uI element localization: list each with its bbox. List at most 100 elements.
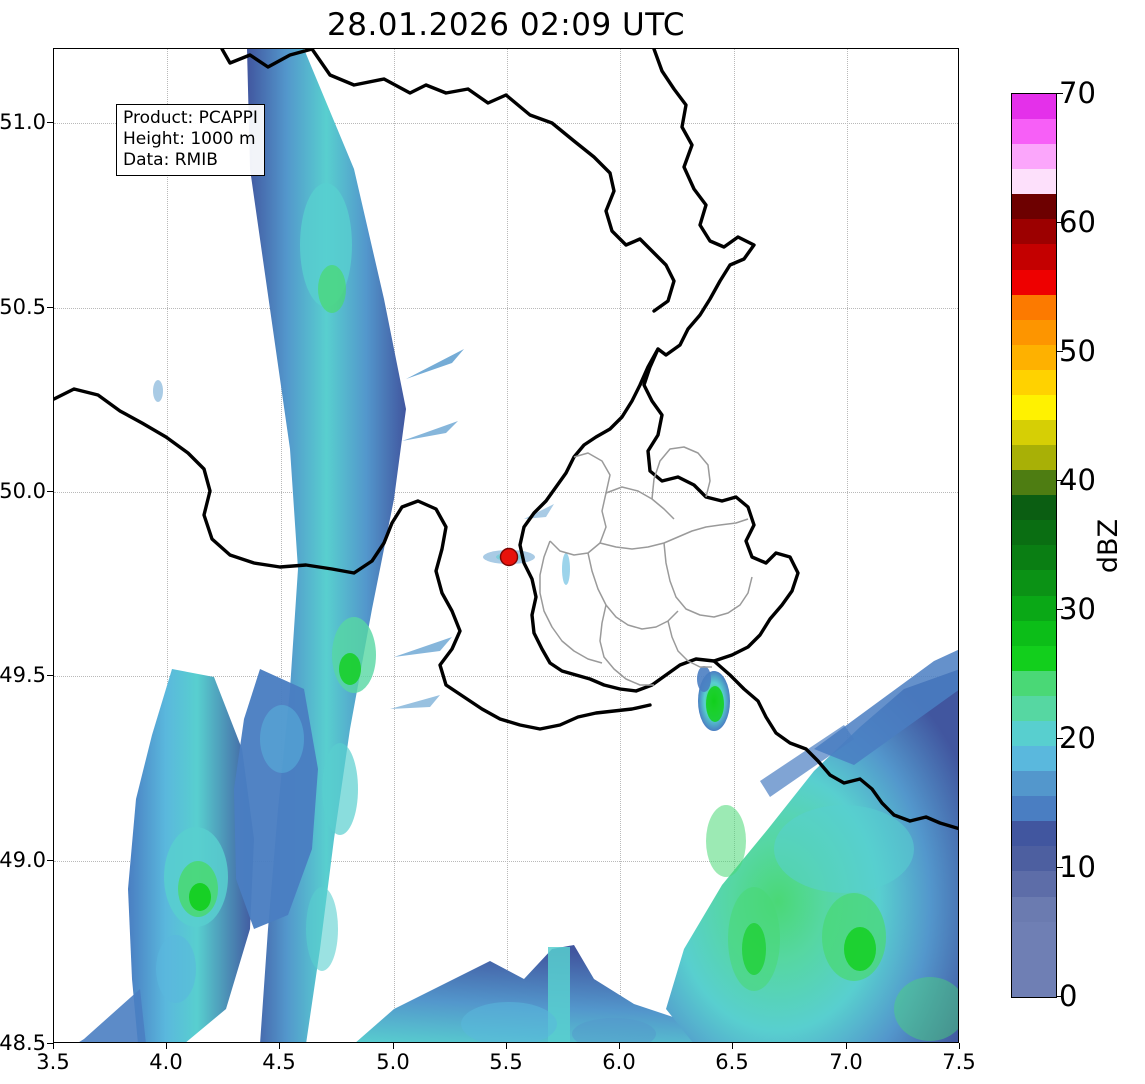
xtick-label-8: 7.5	[942, 1050, 976, 1074]
cbar-tick-label-2: 50	[1059, 334, 1096, 368]
colorbar-band-34	[1012, 946, 1056, 972]
xtickmark-7.0	[846, 1043, 847, 1049]
colorbar-band-14	[1012, 445, 1056, 471]
colorbar-band-5	[1012, 219, 1056, 245]
cbar-tick-label-6: 10	[1059, 850, 1096, 884]
ytick-label-0: 48.5	[0, 1031, 46, 1055]
gridline-y-50.0	[54, 491, 958, 493]
colorbar-band-9	[1012, 319, 1056, 345]
colorbar-band-0	[1012, 94, 1056, 120]
colorbar-band-21	[1012, 620, 1056, 646]
colorbar-band-16	[1012, 495, 1056, 521]
cbar-tick-label-0: 70	[1059, 76, 1096, 110]
colorbar-band-7	[1012, 269, 1056, 295]
xtickmark-4.5	[279, 1043, 280, 1049]
colorbar-band-26	[1012, 746, 1056, 772]
cbar-tickline-60	[1056, 222, 1063, 223]
ytick-label-1: 49.0	[0, 847, 46, 872]
colorbar-band-29	[1012, 821, 1056, 847]
cbar-tickline-70	[1056, 93, 1063, 94]
gridline-x-5.0	[393, 49, 395, 1042]
ytick-label-2: 49.5	[0, 663, 46, 688]
colorbar-band-22	[1012, 645, 1056, 671]
ytickmark-49.0	[47, 859, 53, 861]
colorbar-band-10	[1012, 344, 1056, 370]
info-product: Product: PCAPPI	[123, 108, 258, 128]
colorbar-band-30	[1012, 846, 1056, 872]
cbar-tick-label-7: 0	[1059, 979, 1078, 1013]
xtick-label-5: 6.0	[602, 1050, 636, 1074]
xtick-label-4: 5.5	[489, 1050, 523, 1074]
gridline-y-51.0	[54, 123, 958, 125]
xtickmark-6.0	[619, 1043, 620, 1049]
gridline-x-7.0	[846, 49, 848, 1042]
radar-map-plot[interactable]: Product: PCAPPI Height: 1000 m Data: RMI…	[53, 48, 959, 1043]
colorbar-band-3	[1012, 169, 1056, 195]
gridline-y-49.5	[54, 676, 958, 678]
political-borders-layer	[54, 49, 958, 831]
colorbar[interactable]	[1011, 93, 1057, 998]
colorbar-band-28	[1012, 796, 1056, 822]
colorbar-band-13	[1012, 420, 1056, 446]
gridline-x-4.0	[167, 49, 169, 1042]
echo-se-main-area	[666, 649, 958, 1042]
colorbar-band-18	[1012, 545, 1056, 571]
colorbar-band-31	[1012, 871, 1056, 897]
info-box: Product: PCAPPI Height: 1000 m Data: RMI…	[116, 104, 265, 176]
echo-se-luxembourg-cell	[697, 666, 730, 731]
cbar-tick-label-4: 30	[1059, 592, 1096, 626]
ytickmark-48.5	[47, 1043, 53, 1044]
echo-w-band	[79, 669, 254, 1042]
colorbar-band-19	[1012, 570, 1056, 596]
gridline-x-6.0	[620, 49, 622, 1042]
gridline-x-4.5	[280, 49, 282, 1042]
radar-site-marker-layer[interactable]	[54, 49, 958, 1042]
gridline-x-6.5	[733, 49, 735, 1042]
colorbar-band-12	[1012, 394, 1056, 421]
cbar-tickline-30	[1056, 609, 1063, 610]
border-belgium-france-west	[54, 387, 652, 731]
xtick-label-3: 5.0	[376, 1050, 410, 1074]
colorbar-band-1	[1012, 119, 1056, 145]
ytick-label-3: 50.0	[0, 478, 46, 503]
ytickmark-50.5	[47, 306, 53, 308]
xtick-label-7: 7.0	[829, 1050, 863, 1074]
echo-s-band	[356, 945, 739, 1042]
cbar-tickline-10	[1056, 867, 1063, 868]
cbar-tickline-40	[1056, 480, 1063, 481]
colorbar-band-2	[1012, 144, 1056, 170]
colorbar-axis-label: dBZ	[1093, 518, 1124, 574]
gridline-y-49.0	[54, 860, 958, 862]
colorbar-band-6	[1012, 244, 1056, 270]
xtick-label-0: 3.5	[36, 1050, 70, 1074]
xtickmark-4.0	[166, 1043, 167, 1049]
luxembourg-canton-borders	[539, 446, 753, 686]
colorbar-band-32	[1012, 896, 1056, 922]
cbar-tick-label-1: 60	[1059, 205, 1096, 239]
radar-site-marker	[499, 547, 519, 567]
border-netherlands-germany	[652, 49, 756, 357]
xtickmark-5.0	[393, 1043, 394, 1049]
xtick-label-6: 6.5	[715, 1050, 749, 1074]
xtick-label-1: 4.0	[149, 1050, 183, 1074]
info-data: Data: RMIB	[123, 150, 218, 170]
colorbar-band-4	[1012, 194, 1056, 220]
ytick-label-4: 50.5	[0, 294, 46, 319]
cbar-tick-label-3: 40	[1059, 463, 1096, 497]
colorbar-band-33	[1012, 921, 1056, 947]
page-title: 28.01.2026 02:09 UTC	[327, 7, 685, 43]
gridline-x-5.5	[507, 49, 508, 1042]
border-belgium-north	[310, 49, 676, 313]
border-france-germany-se	[712, 659, 958, 831]
cbar-tickline-20	[1056, 738, 1063, 739]
echo-w-band-second	[234, 669, 318, 929]
colorbar-band-35	[1012, 971, 1056, 997]
ytick-label-5: 51.0	[0, 110, 46, 135]
map-clip: Product: PCAPPI Height: 1000 m Data: RMI…	[54, 49, 958, 1042]
ytickmark-50.0	[47, 490, 53, 492]
colorbar-band-24	[1012, 695, 1056, 721]
colorbar-band-8	[1012, 294, 1056, 320]
xtickmark-7.5	[959, 1043, 960, 1049]
info-height: Height: 1000 m	[123, 129, 256, 149]
ytickmark-51.0	[47, 122, 53, 124]
